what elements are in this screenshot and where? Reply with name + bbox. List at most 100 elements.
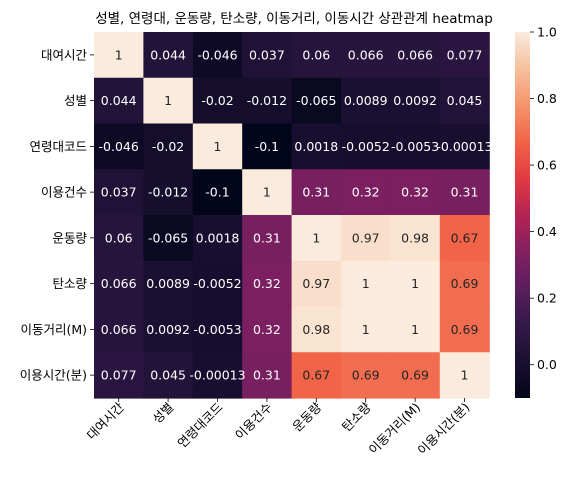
heatmap-cell — [291, 306, 342, 353]
heatmap-cell-label: 0.066 — [397, 47, 433, 62]
heatmap-cell — [291, 260, 342, 308]
x-tick-label: 연령대코드 — [174, 400, 225, 451]
heatmap-cell — [192, 169, 243, 216]
heatmap-cell-label: 0.0092 — [146, 322, 190, 337]
heatmap-cell-label: 0.0092 — [393, 93, 437, 108]
heatmap-cell-label: 0.67 — [302, 368, 330, 383]
heatmap-cell-label: 0.066 — [101, 276, 137, 291]
heatmap-cell — [143, 32, 194, 79]
heatmap-cell-label: 1 — [312, 230, 320, 245]
heatmap-cell-label: 0.69 — [401, 368, 429, 383]
heatmap-cell-label: 0.0018 — [196, 230, 240, 245]
heatmap-cell — [341, 169, 391, 216]
heatmap-cell — [341, 123, 391, 170]
heatmap-cell — [390, 169, 441, 216]
heatmap-cell — [291, 215, 342, 262]
heatmap-cell-label: -0.00013 — [189, 368, 245, 383]
x-tick-label: 이용시간(분) — [414, 400, 472, 458]
heatmap-cell-label: 0.06 — [105, 230, 133, 245]
heatmap-cell — [242, 306, 293, 353]
y-tick-label: 탄소량 — [52, 276, 87, 291]
y-tick-label: 이동거리(M) — [20, 322, 87, 337]
heatmap-cell — [94, 306, 144, 353]
heatmap-cell-label: -0.02 — [201, 93, 233, 108]
heatmap-cell — [94, 77, 144, 125]
heatmap-cell — [192, 260, 243, 308]
heatmap-cell-label: 0.97 — [352, 230, 380, 245]
heatmap-cell — [143, 77, 194, 125]
x-tick-label: 대여시간 — [84, 399, 127, 442]
heatmap-cell — [192, 123, 243, 170]
heatmap-cell — [242, 260, 293, 308]
heatmap-cell-label: 0.32 — [253, 276, 281, 291]
colorbar-tick-label: 0.2 — [537, 291, 557, 306]
heatmap-cell-label: 1 — [115, 47, 123, 62]
x-tick-label: 성별 — [149, 400, 176, 427]
heatmap-cell — [341, 215, 391, 262]
heatmap-cell-labels: 1 0.044 -0.046 0.037 0.06 0.066 0.066 0.077 0.04… — [99, 47, 493, 382]
y-tick-label: 이용건수 — [41, 185, 87, 200]
heatmap-cell — [390, 77, 441, 125]
y-tick-label: 성별 — [64, 93, 87, 108]
heatmap-cell — [242, 77, 293, 125]
heatmap-cell-label: 0.044 — [101, 93, 137, 108]
heatmap-cell — [94, 123, 144, 170]
heatmap-cell-label: 0.066 — [101, 322, 137, 337]
colorbar-tick-label: 0.6 — [537, 158, 557, 173]
heatmap-cell — [94, 215, 144, 262]
heatmap-cell-label: 0.31 — [451, 185, 479, 200]
heatmap-cell — [341, 260, 391, 308]
colorbar-tick-label: 0.8 — [537, 91, 557, 106]
heatmap-cell-label: 0.32 — [253, 322, 281, 337]
heatmap-cell — [291, 32, 342, 79]
heatmap-cell — [390, 306, 441, 353]
heatmap-cell-label: 0.066 — [348, 47, 384, 62]
heatmap-cells — [94, 32, 490, 399]
heatmap-cell-label: 0.045 — [447, 93, 483, 108]
heatmap-cell-label: -0.012 — [148, 185, 188, 200]
heatmap-cell — [291, 169, 342, 216]
heatmap-cell-label: 0.0089 — [344, 93, 388, 108]
heatmap-cell-label: 0.0018 — [294, 139, 338, 154]
heatmap-cell-label: 0.31 — [253, 230, 281, 245]
heatmap-cell — [390, 215, 441, 262]
heatmap-cell — [439, 215, 490, 262]
heatmap-cell — [242, 352, 293, 399]
heatmap-cell-label: 1 — [362, 322, 370, 337]
heatmap-cell-label: -0.00013 — [436, 139, 492, 154]
heatmap-cell — [341, 306, 391, 353]
heatmap-cell-label: 0.32 — [401, 185, 429, 200]
heatmap-cell — [291, 123, 342, 170]
heatmap-cell — [143, 123, 194, 170]
colorbar — [515, 32, 530, 398]
chart-title: 성별, 연령대, 운동량, 탄소량, 이동거리, 이동시간 상관관계 heatm… — [95, 11, 493, 27]
heatmap-cell — [439, 352, 490, 399]
heatmap-cell-label: 0.045 — [150, 368, 186, 383]
heatmap-cell — [291, 352, 342, 399]
heatmap-cell — [94, 260, 144, 308]
heatmap-cell-label: 0.69 — [451, 322, 479, 337]
heatmap-cell-label: 1 — [461, 368, 469, 383]
heatmap-cell — [192, 32, 243, 79]
heatmap-cell — [94, 169, 144, 216]
heatmap-cell — [439, 169, 490, 216]
heatmap-cell — [390, 32, 441, 79]
x-tick-label: 운동량 — [289, 399, 324, 434]
heatmap-cell — [242, 123, 293, 170]
heatmap-cell-label: -0.0052 — [193, 276, 241, 291]
y-tick-label: 대여시간 — [41, 47, 88, 62]
heatmap-cell — [242, 32, 293, 79]
heatmap-cell-label: 1 — [263, 185, 271, 200]
heatmap-cell — [143, 352, 194, 399]
heatmap-cell-label: -0.046 — [197, 47, 237, 62]
heatmap-cell-label: 0.31 — [302, 185, 330, 200]
heatmap-cell — [94, 32, 144, 79]
heatmap-cell-label: 0.0089 — [146, 276, 190, 291]
heatmap-cell — [94, 352, 144, 399]
heatmap-cell-label: 0.077 — [447, 47, 483, 62]
heatmap-cell-label: 0.037 — [101, 185, 137, 200]
heatmap-cell-label: -0.046 — [99, 139, 139, 154]
heatmap-cell — [390, 352, 441, 399]
heatmap-cell — [242, 215, 293, 262]
